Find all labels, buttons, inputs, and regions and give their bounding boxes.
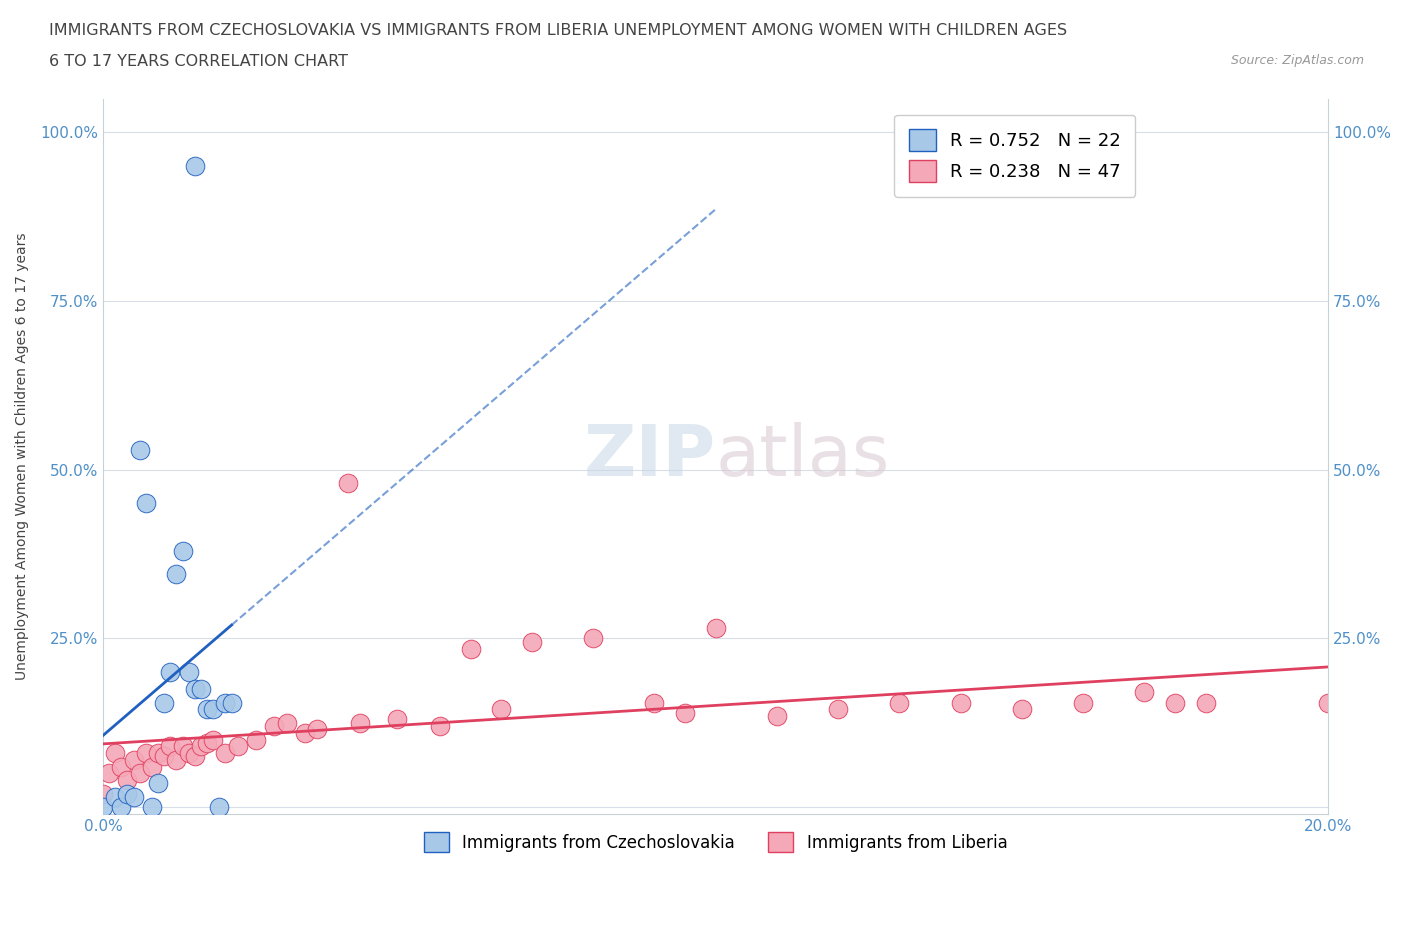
Point [263, 719, 285, 734]
Point [172, 739, 194, 754]
Point [385, 712, 408, 727]
Point [128, 766, 150, 781]
Point [889, 695, 911, 710]
Point [704, 621, 727, 636]
Point [221, 695, 243, 710]
Point [643, 695, 665, 710]
Point [1071, 695, 1094, 710]
Text: atlas: atlas [716, 422, 890, 491]
Point [135, 496, 157, 511]
Point [202, 732, 225, 747]
Point [91, 786, 114, 801]
Point [117, 786, 139, 801]
Point [195, 736, 218, 751]
Point [489, 702, 512, 717]
Point [276, 715, 298, 730]
Point [135, 746, 157, 761]
Point [195, 702, 218, 717]
Point [122, 790, 145, 804]
Point [184, 159, 207, 174]
Point [172, 543, 194, 558]
Point [202, 702, 225, 717]
Point [177, 665, 200, 680]
Point [1133, 685, 1156, 700]
Point [1194, 695, 1216, 710]
Point [184, 682, 207, 697]
Point [159, 739, 181, 754]
Point [153, 749, 176, 764]
Text: Source: ZipAtlas.com: Source: ZipAtlas.com [1230, 54, 1364, 67]
Point [166, 752, 188, 767]
Point [104, 746, 127, 761]
Point [110, 800, 132, 815]
Point [226, 739, 249, 754]
Point [146, 776, 169, 790]
Point [104, 790, 127, 804]
Point [1011, 702, 1033, 717]
Point [214, 746, 236, 761]
Point [190, 682, 212, 697]
Text: 6 TO 17 YEARS CORRELATION CHART: 6 TO 17 YEARS CORRELATION CHART [49, 54, 349, 69]
Point [128, 442, 150, 457]
Point [91, 800, 114, 815]
Point [190, 739, 212, 754]
Point [117, 773, 139, 788]
Point [949, 695, 972, 710]
Point [146, 746, 169, 761]
Point [141, 800, 163, 815]
Point [166, 567, 188, 582]
Point [153, 695, 176, 710]
Point [520, 634, 543, 649]
Point [214, 695, 236, 710]
Legend: Immigrants from Czechoslovakia, Immigrants from Liberia: Immigrants from Czechoslovakia, Immigran… [418, 826, 1014, 859]
Point [110, 759, 132, 774]
Point [1164, 695, 1187, 710]
Point [184, 749, 207, 764]
Point [827, 702, 849, 717]
Point [122, 752, 145, 767]
Point [294, 725, 316, 740]
Point [307, 722, 329, 737]
Point [429, 719, 451, 734]
Y-axis label: Unemployment Among Women with Children Ages 6 to 17 years: Unemployment Among Women with Children A… [15, 232, 30, 680]
Point [582, 631, 605, 645]
Text: ZIP: ZIP [583, 422, 716, 491]
Point [245, 732, 267, 747]
Point [1317, 695, 1340, 710]
Point [208, 800, 231, 815]
Point [159, 665, 181, 680]
Point [177, 746, 200, 761]
Point [460, 641, 482, 656]
Point [337, 476, 360, 491]
Point [141, 759, 163, 774]
Point [673, 705, 696, 720]
Point [765, 709, 787, 724]
Point [98, 766, 121, 781]
Text: IMMIGRANTS FROM CZECHOSLOVAKIA VS IMMIGRANTS FROM LIBERIA UNEMPLOYMENT AMONG WOM: IMMIGRANTS FROM CZECHOSLOVAKIA VS IMMIGR… [49, 23, 1067, 38]
Point [349, 715, 371, 730]
